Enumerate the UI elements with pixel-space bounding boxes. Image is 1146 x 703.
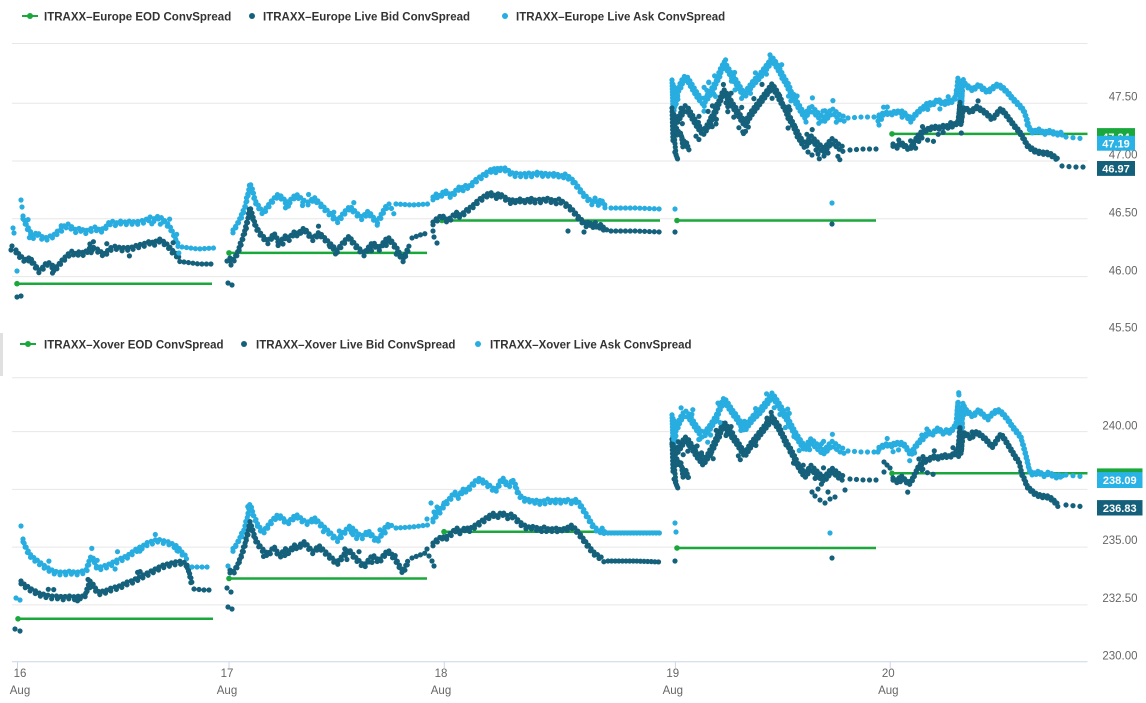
svg-text:45.50: 45.50 — [1109, 323, 1138, 335]
svg-text:ITRAXX–Xover EOD ConvSpread: ITRAXX–Xover EOD ConvSpread — [44, 340, 224, 352]
svg-text:Aug: Aug — [217, 685, 237, 697]
svg-text:46.50: 46.50 — [1109, 208, 1138, 220]
svg-text:236.83: 236.83 — [1103, 503, 1137, 515]
svg-text:230.00: 230.00 — [1102, 650, 1137, 662]
svg-text:46.00: 46.00 — [1109, 266, 1138, 278]
svg-text:240.00: 240.00 — [1102, 421, 1137, 433]
svg-text:232.50: 232.50 — [1102, 593, 1137, 605]
svg-text:ITRAXX–Xover Live Ask ConvSpre: ITRAXX–Xover Live Ask ConvSpread — [490, 340, 692, 352]
svg-text:ITRAXX–Europe Live Ask ConvSpr: ITRAXX–Europe Live Ask ConvSpread — [516, 12, 725, 24]
svg-text:ITRAXX–Xover Live Bid ConvSpre: ITRAXX–Xover Live Bid ConvSpread — [256, 340, 455, 352]
svg-text:47.00: 47.00 — [1109, 150, 1138, 162]
svg-text:Aug: Aug — [10, 685, 30, 697]
svg-text:47.50: 47.50 — [1109, 92, 1138, 104]
svg-text:18: 18 — [435, 668, 448, 680]
svg-text:ITRAXX–Europe Live Bid ConvSpr: ITRAXX–Europe Live Bid ConvSpread — [263, 12, 470, 24]
svg-text:Aug: Aug — [663, 685, 683, 697]
svg-text:20: 20 — [882, 668, 895, 680]
svg-text:47.19: 47.19 — [1102, 138, 1130, 150]
svg-text:Aug: Aug — [431, 685, 451, 697]
svg-text:19: 19 — [666, 668, 679, 680]
svg-text:17: 17 — [221, 668, 234, 680]
svg-text:46.97: 46.97 — [1102, 163, 1130, 175]
svg-text:ITRAXX–Europe EOD ConvSpread: ITRAXX–Europe EOD ConvSpread — [44, 12, 231, 24]
svg-text:16: 16 — [14, 668, 27, 680]
svg-text:Aug: Aug — [878, 685, 898, 697]
svg-text:238.09: 238.09 — [1103, 475, 1137, 487]
svg-text:235.00: 235.00 — [1102, 535, 1137, 547]
